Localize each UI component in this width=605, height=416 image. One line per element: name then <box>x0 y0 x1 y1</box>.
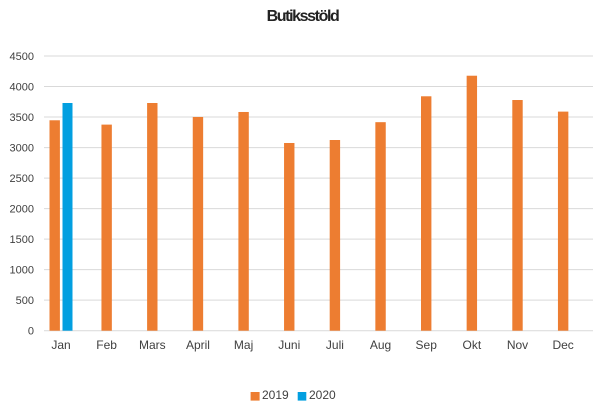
svg-text:500: 500 <box>16 295 34 307</box>
svg-text:April: April <box>186 338 210 352</box>
svg-text:Mars: Mars <box>139 338 166 352</box>
svg-text:2019: 2019 <box>262 388 289 402</box>
svg-text:Juli: Juli <box>326 338 344 352</box>
svg-text:2500: 2500 <box>10 173 34 185</box>
svg-text:Okt: Okt <box>463 338 482 352</box>
svg-text:Sep: Sep <box>416 338 438 352</box>
svg-text:Nov: Nov <box>507 338 528 352</box>
svg-text:Maj: Maj <box>234 338 253 352</box>
svg-text:Jan: Jan <box>51 338 70 352</box>
svg-text:Aug: Aug <box>370 338 391 352</box>
svg-text:0: 0 <box>28 326 34 338</box>
svg-text:1000: 1000 <box>10 265 34 277</box>
svg-text:1500: 1500 <box>10 234 34 246</box>
svg-text:Dec: Dec <box>552 338 573 352</box>
svg-text:Feb: Feb <box>96 338 117 352</box>
svg-text:4500: 4500 <box>10 51 34 63</box>
svg-text:2000: 2000 <box>10 204 34 216</box>
svg-text:3000: 3000 <box>10 143 34 155</box>
svg-text:Juni: Juni <box>278 338 300 352</box>
svg-text:2020: 2020 <box>309 388 336 402</box>
svg-text:3500: 3500 <box>10 112 34 124</box>
svg-text:4000: 4000 <box>10 82 34 94</box>
